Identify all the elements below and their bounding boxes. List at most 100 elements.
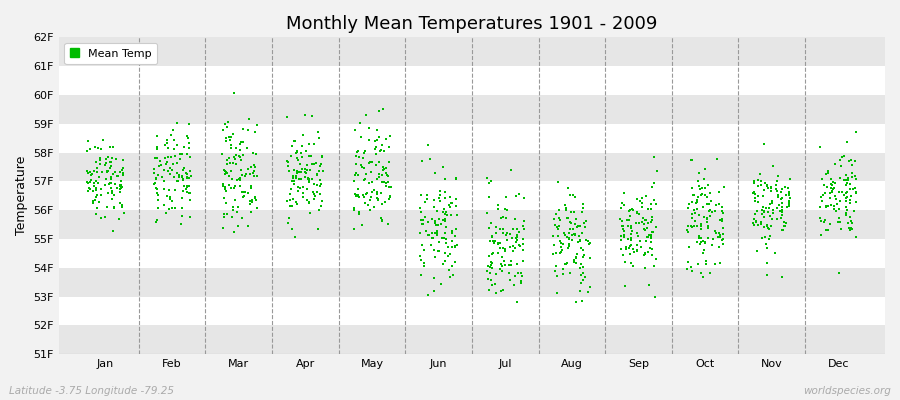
Point (217, 211, 231, 218)
Point (418, 199, 432, 205)
Point (622, 217, 636, 224)
Point (313, 163, 328, 170)
Point (841, 177, 855, 184)
Point (701, 182, 716, 188)
Point (760, 185, 775, 192)
Point (428, 220, 442, 226)
Point (694, 221, 708, 227)
Point (752, 183, 766, 189)
Point (578, 224, 592, 230)
Point (510, 233, 525, 240)
Point (236, 152, 250, 158)
Point (505, 226, 519, 232)
Point (434, 221, 448, 228)
Point (494, 254, 508, 260)
Point (377, 148, 392, 154)
Point (508, 216, 522, 222)
Point (746, 215, 760, 222)
Point (80, 138, 94, 144)
Point (562, 270, 577, 276)
Point (569, 260, 583, 266)
Point (694, 223, 708, 229)
Point (88, 144, 103, 150)
Point (491, 202, 505, 208)
Point (183, 154, 197, 161)
Point (713, 260, 727, 266)
Point (709, 230, 724, 236)
Point (184, 196, 198, 203)
Point (831, 218, 845, 225)
Point (424, 241, 438, 248)
Point (225, 206, 239, 213)
Point (623, 242, 637, 249)
Point (376, 164, 391, 170)
Point (644, 233, 658, 240)
Point (702, 200, 716, 207)
Point (359, 191, 374, 197)
Point (570, 224, 584, 230)
Point (180, 175, 194, 181)
Point (428, 275, 442, 281)
Point (814, 198, 829, 204)
Point (432, 239, 446, 245)
Point (573, 222, 588, 229)
Point (694, 269, 708, 276)
Point (167, 146, 182, 152)
Point (704, 198, 718, 204)
Point (240, 145, 255, 151)
Point (682, 244, 697, 250)
Point (748, 211, 762, 218)
Point (166, 127, 180, 133)
Point (448, 233, 463, 239)
Point (746, 190, 760, 196)
Point (626, 207, 640, 213)
Point (763, 184, 778, 190)
Point (90, 164, 104, 171)
Point (827, 203, 842, 210)
Point (435, 234, 449, 241)
Point (159, 139, 174, 146)
Point (624, 260, 638, 267)
Point (296, 190, 310, 196)
Point (306, 190, 320, 197)
Point (484, 282, 499, 288)
Point (638, 264, 652, 271)
Point (650, 168, 664, 174)
Point (237, 189, 251, 196)
Point (614, 204, 628, 211)
Point (575, 201, 590, 207)
Point (619, 246, 634, 252)
Point (220, 124, 234, 130)
Point (83, 186, 97, 193)
Point (182, 140, 196, 146)
Point (778, 192, 793, 198)
Point (89, 186, 104, 193)
Point (158, 142, 173, 148)
Point (761, 226, 776, 232)
Point (446, 244, 460, 250)
Point (817, 182, 832, 188)
Point (314, 198, 328, 204)
Point (417, 260, 431, 266)
Point (155, 174, 169, 180)
Point (707, 208, 722, 214)
Point (440, 253, 454, 260)
Point (104, 159, 118, 165)
Point (438, 216, 453, 222)
Point (289, 150, 303, 156)
Point (782, 176, 796, 182)
Point (243, 200, 257, 207)
Point (85, 171, 99, 178)
Point (427, 247, 441, 253)
Point (776, 226, 790, 233)
Point (182, 190, 196, 196)
Point (166, 174, 181, 180)
Point (433, 198, 447, 204)
Point (167, 152, 182, 159)
Point (291, 184, 305, 190)
Point (374, 190, 389, 197)
Point (834, 162, 849, 169)
Point (98, 162, 112, 168)
Point (573, 272, 588, 278)
Point (825, 186, 840, 192)
